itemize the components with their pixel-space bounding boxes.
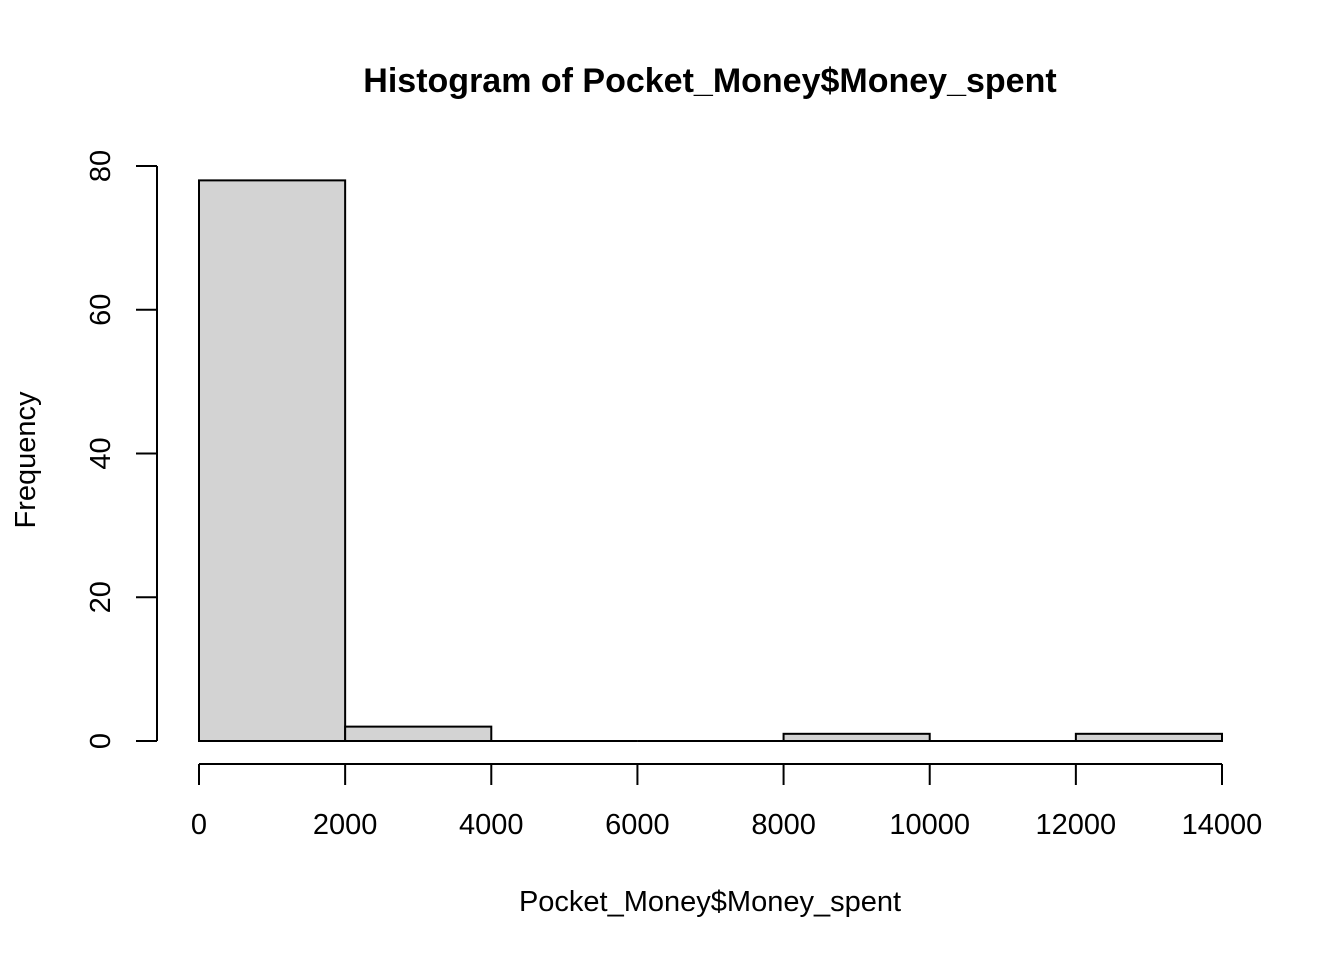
x-axis: 0 2000 4000 6000 8000 10000 12000 14000 (191, 763, 1263, 841)
histogram-bars (198, 179, 1224, 742)
y-tick-label: 80 (85, 150, 117, 182)
y-axis: 0 20 40 60 80 (85, 150, 158, 749)
y-tick-label: 0 (85, 733, 117, 749)
y-tick-label: 40 (85, 437, 117, 469)
histogram-bar (782, 732, 931, 742)
x-tick-label: 2000 (313, 809, 378, 841)
histogram-bar (1074, 732, 1224, 742)
x-tick-label: 8000 (751, 809, 816, 841)
x-tick-label: 4000 (459, 809, 524, 841)
chart-title: Histogram of Pocket_Money$Money_spent (363, 62, 1056, 100)
x-axis-label: Pocket_Money$Money_spent (519, 886, 901, 918)
y-axis-label: Frequency (10, 391, 42, 529)
x-tick-label: 0 (191, 809, 207, 841)
x-tick-label: 10000 (889, 809, 970, 841)
x-tick-label: 12000 (1036, 809, 1117, 841)
y-tick-label: 20 (85, 581, 117, 613)
x-tick-label: 14000 (1182, 809, 1263, 841)
histogram-bar (198, 179, 347, 742)
histogram-bar (344, 725, 493, 742)
x-tick-label: 6000 (605, 809, 670, 841)
y-tick-label: 60 (85, 294, 117, 326)
